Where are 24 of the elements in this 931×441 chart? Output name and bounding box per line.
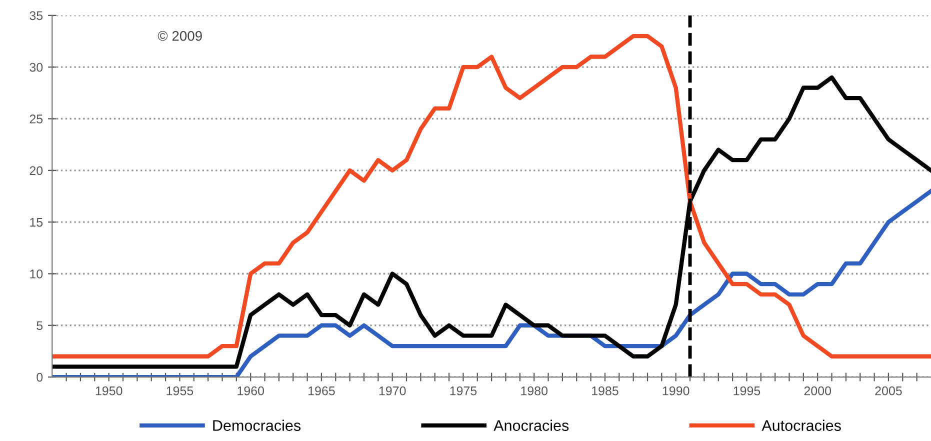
x-tick-label: 1990 xyxy=(662,386,690,396)
legend-label: Autocracies xyxy=(762,420,841,431)
x-tick-label: 1960 xyxy=(238,386,264,396)
x-tick-label: 1980 xyxy=(521,386,548,396)
x-tick-label: 1965 xyxy=(308,386,335,396)
x-tick-label: 2005 xyxy=(875,386,902,396)
x-tick-label: 1955 xyxy=(166,386,194,396)
legend-label: Anocracies xyxy=(494,420,569,431)
x-tick-label: 1995 xyxy=(734,386,760,396)
x-tick-label: 1970 xyxy=(379,386,406,396)
y-tick-label: 5 xyxy=(36,321,43,330)
y-tick-label: 25 xyxy=(30,114,43,124)
y-tick-label: 20 xyxy=(30,166,43,176)
y-tick-label: 10 xyxy=(30,270,43,278)
x-tick-label: 1950 xyxy=(96,386,122,396)
legend-label: Democracies xyxy=(213,420,301,431)
y-tick-label: 15 xyxy=(30,218,43,227)
x-tick-label: 2000 xyxy=(804,386,832,396)
x-tick-label: 1985 xyxy=(592,386,618,396)
y-tick-label: 0 xyxy=(36,372,43,382)
x-tick-label: 1975 xyxy=(450,386,477,396)
y-tick-label: 35 xyxy=(30,11,43,20)
y-tick-label: 30 xyxy=(30,62,43,72)
annotation: © 2009 xyxy=(158,31,202,41)
